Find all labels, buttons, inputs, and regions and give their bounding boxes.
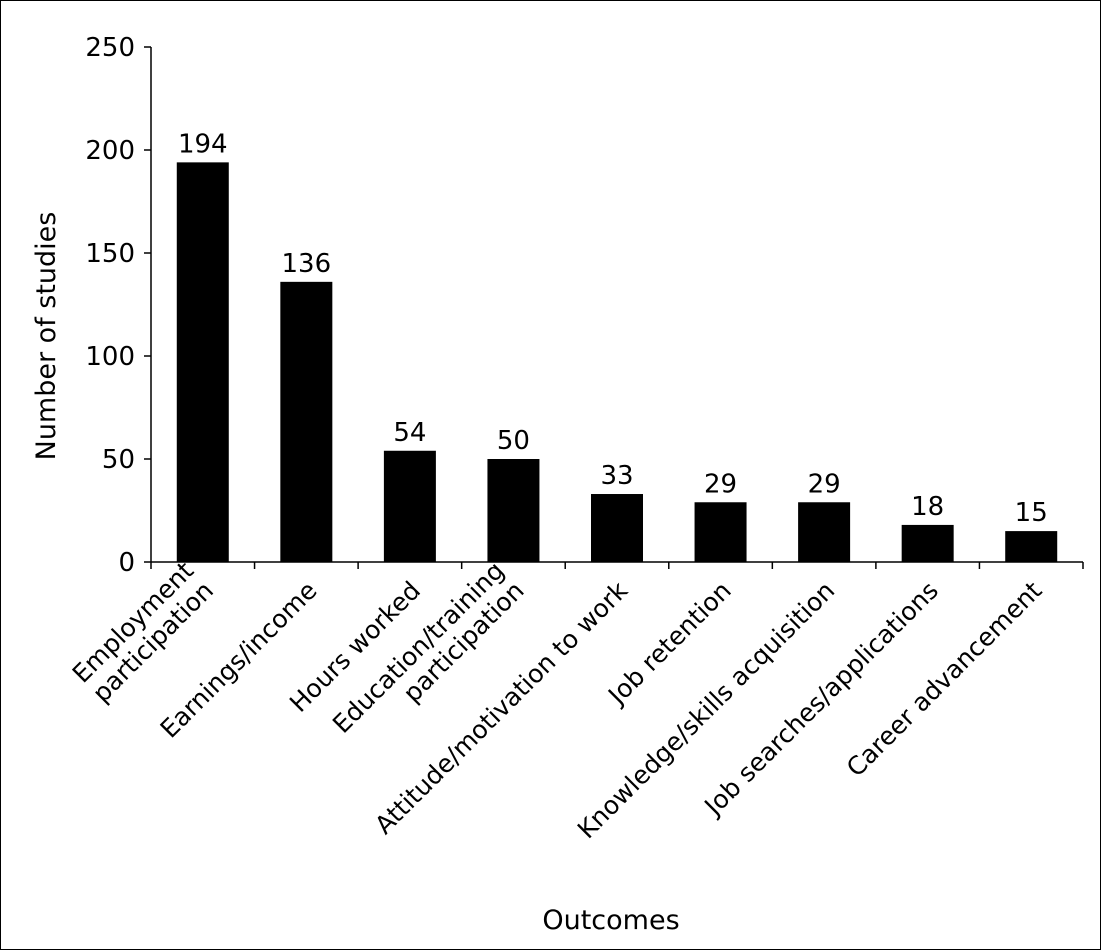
data-label: 136 <box>282 249 332 279</box>
y-tick-label: 150 <box>85 239 135 269</box>
y-tick-label: 100 <box>85 342 135 372</box>
data-label: 18 <box>911 492 944 522</box>
data-label: 33 <box>600 461 633 491</box>
bar <box>901 524 954 562</box>
data-label: 194 <box>178 129 228 159</box>
bar <box>694 502 747 562</box>
bar <box>798 502 851 562</box>
y-tick-label: 200 <box>85 136 135 166</box>
data-label: 29 <box>808 469 841 499</box>
y-tick-label: 250 <box>85 33 135 63</box>
bar <box>1005 531 1058 562</box>
y-tick-label: 0 <box>118 548 135 578</box>
data-labels: 194 136 54 50 33 29 29 18 15 <box>178 129 1048 528</box>
bar <box>280 281 333 562</box>
y-tick-label: 50 <box>102 445 135 475</box>
x-axis-title: Outcomes <box>542 905 679 936</box>
bar <box>383 450 436 562</box>
bar <box>176 162 229 563</box>
category-label-line: Career advancement <box>841 576 1048 783</box>
data-label: 54 <box>393 418 426 448</box>
category-labels: EmploymentparticipationEarnings/incomeHo… <box>67 556 1048 844</box>
y-axis-title: Number of studies <box>31 212 62 461</box>
data-label: 50 <box>497 426 530 456</box>
x-axis <box>150 561 1084 569</box>
data-label: 29 <box>704 469 737 499</box>
y-axis: 0 50 100 150 200 250 <box>85 33 152 578</box>
bar <box>487 459 540 562</box>
data-label: 15 <box>1015 498 1048 528</box>
bar <box>591 494 643 562</box>
bars <box>176 162 1058 563</box>
category-label: Career advancement <box>841 576 1048 783</box>
